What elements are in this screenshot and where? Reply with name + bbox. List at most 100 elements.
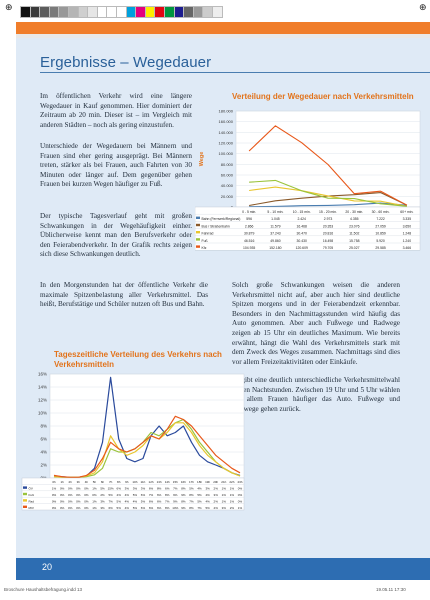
table-cell: 0% <box>84 487 89 491</box>
table-cell: 1% <box>230 487 235 491</box>
table-cell: 0% <box>52 499 57 503</box>
y-tick-label: 60.000 <box>221 173 234 178</box>
table-cell: 15% <box>108 487 114 491</box>
x-tick-label: 0 - 5 min. <box>242 210 256 214</box>
x-tick-label: 22h <box>229 480 234 484</box>
y-axis-label: Wege <box>199 152 205 167</box>
table-cell: 4% <box>117 493 122 497</box>
table-cell: 8% <box>157 487 162 491</box>
table-cell: 6% <box>108 506 113 510</box>
table-cell: 3% <box>125 487 130 491</box>
legend-label: Bus / Straßenbahn <box>202 224 230 228</box>
x-tick-label: 21h <box>221 480 226 484</box>
table-cell: 152.180 <box>269 246 281 250</box>
table-cell: 7% <box>165 499 170 503</box>
x-tick-label: 19h <box>205 480 210 484</box>
x-tick-label: 10 - 15 min. <box>293 210 311 214</box>
registration-mark-icon: ⊕ <box>419 3 427 13</box>
x-tick-label: 14h <box>165 480 170 484</box>
table-cell: 46.516 <box>244 239 254 243</box>
table-cell: 1% <box>222 493 227 497</box>
table-cell: 2% <box>214 487 219 491</box>
table-cell: 7.222 <box>376 217 385 221</box>
table-cell: 4% <box>214 506 219 510</box>
table-cell: 30.879 <box>244 232 254 236</box>
paragraph-gender: Unterschiede der Wegedauern bei Männern … <box>40 142 192 189</box>
table-cell: 49.860 <box>270 239 280 243</box>
table-cell: 27.059 <box>375 224 385 228</box>
table-cell: 1.248 <box>403 232 412 236</box>
legend-label: Kfz <box>202 246 207 250</box>
x-tick-label: 3h <box>77 480 81 484</box>
table-cell: 0% <box>238 499 243 503</box>
table-cell: 3% <box>100 506 105 510</box>
x-tick-label: 20 - 30 min. <box>345 210 363 214</box>
y-tick-label: 10% <box>38 411 47 416</box>
table-cell: 0% <box>84 493 89 497</box>
table-cell: 9% <box>181 506 186 510</box>
legend-label: Fuß <box>29 493 35 497</box>
table-cell: 29.585 <box>375 246 385 250</box>
legend-swatch <box>196 223 200 227</box>
legend-swatch <box>196 245 200 248</box>
table-cell: 3% <box>141 487 146 491</box>
x-tick-label: 18h <box>197 480 202 484</box>
y-tick-label: 16% <box>38 372 47 377</box>
x-tick-label: 1h <box>60 480 64 484</box>
table-cell: 120.609 <box>296 246 308 250</box>
y-tick-label: 12% <box>38 398 47 403</box>
x-tick-label: 23h <box>237 480 242 484</box>
legend-swatch <box>23 486 27 489</box>
table-cell: 3% <box>214 493 219 497</box>
legend-label: Bahn (Fernverk/Regional) <box>202 217 241 221</box>
header-accent-band <box>16 22 430 34</box>
legend-label: ÖV <box>29 487 33 491</box>
footer-band <box>16 558 430 580</box>
table-cell: 0% <box>68 487 73 491</box>
table-cell: 6% <box>149 499 154 503</box>
table-cell: 7% <box>149 493 154 497</box>
x-tick-label: 60+ min. <box>400 210 413 214</box>
table-cell: 5% <box>141 499 146 503</box>
chart-2-title: Tageszeitliche Verteilung des Verkehrs n… <box>54 350 222 369</box>
legend-label: Fahrrad <box>202 232 214 236</box>
x-tick-label: 16h <box>181 480 186 484</box>
table-cell: 0% <box>76 493 81 497</box>
title-rule <box>40 72 430 73</box>
y-tick-label: 120.000 <box>219 141 234 146</box>
table-cell: 5% <box>133 506 138 510</box>
table-cell: 0% <box>238 493 243 497</box>
table-cell: 6% <box>157 493 162 497</box>
x-tick-label: 2h <box>69 480 73 484</box>
y-tick-label: 6% <box>40 437 47 442</box>
color-swatch <box>212 6 223 18</box>
page-number: 20 <box>42 562 53 572</box>
x-tick-label: 11h <box>141 480 146 484</box>
table-cell: 596 <box>246 217 252 221</box>
x-tick-label: 9h <box>125 480 129 484</box>
table-cell: 4% <box>125 506 130 510</box>
table-cell: 6% <box>149 487 154 491</box>
table-cell: 1% <box>222 487 227 491</box>
table-cell: 6% <box>165 487 170 491</box>
table-cell: 79.705 <box>323 246 333 250</box>
print-date: 19.05.11 17:30 <box>376 587 406 592</box>
table-cell: 3% <box>205 487 210 491</box>
table-cell: 20.353 <box>323 224 333 228</box>
table-cell: 11.502 <box>349 232 359 236</box>
table-cell: 1.045 <box>271 217 280 221</box>
chart-tageszeit: 0%2%4%6%8%10%12%14%16%0h1h2h3h4h5h6h7h8h… <box>21 372 245 511</box>
table-cell: 2% <box>100 493 105 497</box>
table-cell: 5% <box>197 493 202 497</box>
table-cell: 2.866 <box>245 224 254 228</box>
table-cell: 6% <box>141 493 146 497</box>
table-cell: 2.973 <box>324 217 333 221</box>
table-cell: 8% <box>189 493 194 497</box>
x-tick-label: 0h <box>52 480 56 484</box>
table-cell: 8% <box>165 506 170 510</box>
series-line <box>249 186 408 207</box>
table-cell: 3.335 <box>403 217 412 221</box>
table-cell: 1% <box>222 499 227 503</box>
y-tick-label: 160.000 <box>219 119 234 124</box>
table-cell: 0% <box>60 493 65 497</box>
